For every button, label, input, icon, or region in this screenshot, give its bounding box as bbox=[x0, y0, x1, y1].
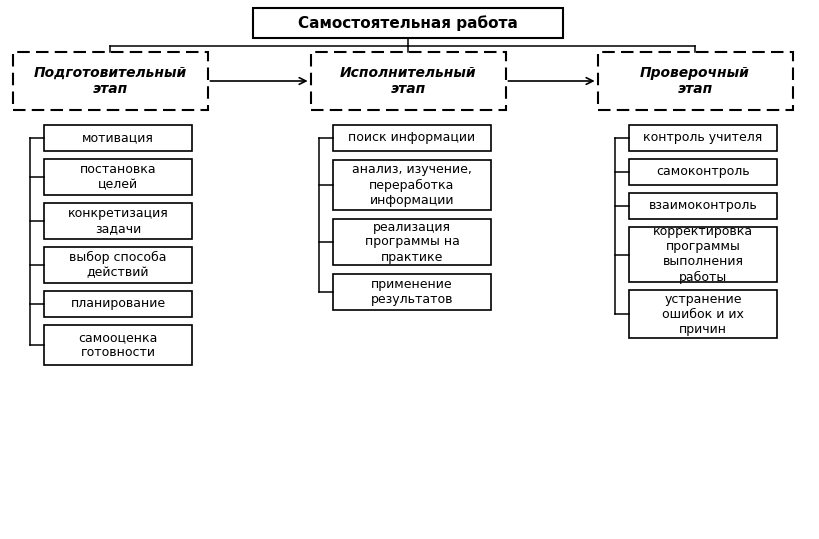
Bar bbox=[333, 125, 491, 151]
Bar bbox=[44, 125, 192, 151]
Bar bbox=[12, 52, 207, 110]
Text: мотивация: мотивация bbox=[82, 132, 154, 144]
Text: самоконтроль: самоконтроль bbox=[656, 165, 750, 178]
Bar bbox=[44, 159, 192, 195]
Bar bbox=[629, 125, 777, 151]
Text: самооценка
готовности: самооценка готовности bbox=[79, 331, 158, 359]
Bar bbox=[333, 219, 491, 265]
Text: контроль учителя: контроль учителя bbox=[644, 132, 762, 144]
Text: Исполнительный
этап: Исполнительный этап bbox=[340, 66, 477, 96]
Bar bbox=[310, 52, 505, 110]
Bar bbox=[333, 274, 491, 310]
Text: конкретизация
задачи: конкретизация задачи bbox=[68, 207, 169, 235]
Text: устранение
ошибок и их
причин: устранение ошибок и их причин bbox=[662, 293, 744, 335]
Bar bbox=[44, 247, 192, 283]
Text: постановка
целей: постановка целей bbox=[79, 163, 156, 191]
Bar bbox=[629, 290, 777, 338]
Bar bbox=[629, 193, 777, 219]
Text: Подготовительный
этап: Подготовительный этап bbox=[34, 66, 187, 96]
Bar bbox=[44, 291, 192, 317]
Bar bbox=[44, 325, 192, 365]
Text: планирование: планирование bbox=[70, 298, 165, 310]
Text: анализ, изучение,
переработка
информации: анализ, изучение, переработка информации bbox=[352, 163, 472, 206]
Text: Самостоятельная работа: Самостоятельная работа bbox=[298, 15, 518, 31]
Text: корректировка
программы
выполнения
работы: корректировка программы выполнения работ… bbox=[653, 225, 753, 284]
Text: взаимоконтроль: взаимоконтроль bbox=[649, 199, 758, 212]
Bar bbox=[253, 8, 563, 38]
Bar bbox=[333, 160, 491, 210]
Bar bbox=[598, 52, 793, 110]
Bar bbox=[629, 227, 777, 282]
Text: Проверочный
этап: Проверочный этап bbox=[640, 66, 750, 96]
Text: поиск информации: поиск информации bbox=[348, 132, 476, 144]
Text: выбор способа
действий: выбор способа действий bbox=[70, 251, 167, 279]
Text: применение
результатов: применение результатов bbox=[371, 278, 453, 306]
Bar bbox=[629, 159, 777, 185]
Text: реализация
программы на
практике: реализация программы на практике bbox=[364, 220, 459, 264]
Bar bbox=[44, 203, 192, 239]
